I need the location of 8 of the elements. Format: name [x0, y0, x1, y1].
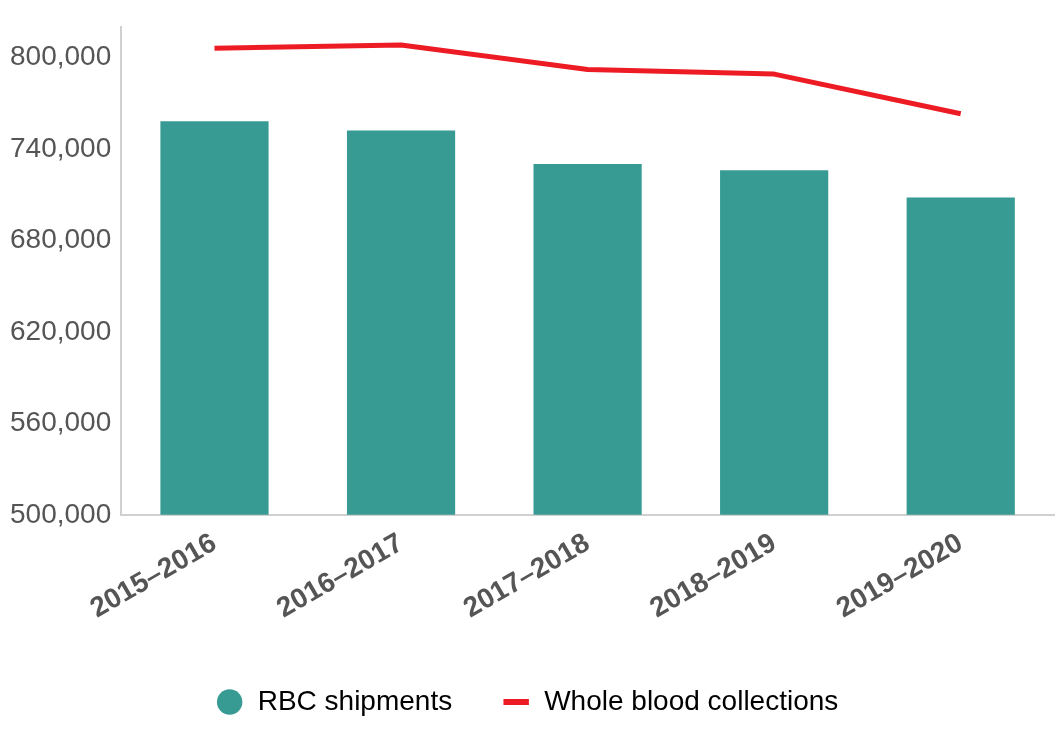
y-tick-label: 800,000: [9, 40, 112, 72]
y-tick-label: 680,000: [9, 223, 112, 255]
y-tick-label: 740,000: [9, 131, 112, 163]
legend-label: RBC shipments: [257, 684, 453, 716]
y-tick-label: 560,000: [9, 406, 112, 438]
y-tick-label: 500,000: [9, 497, 112, 529]
y-tick-label: 620,000: [9, 314, 112, 346]
legend-label: Whole blood collections: [544, 684, 839, 716]
